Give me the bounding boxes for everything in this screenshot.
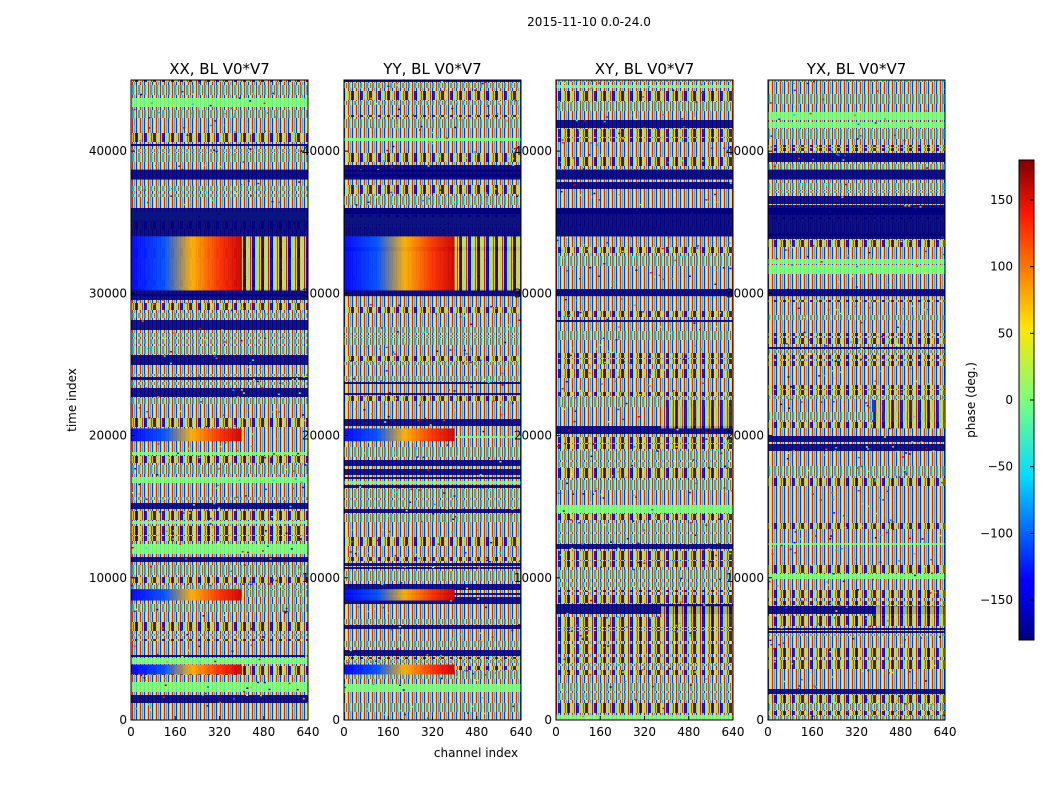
y-tick-label: 30000: [302, 286, 340, 300]
x-tick-label: 640: [722, 725, 745, 739]
panel-2: XY, BL V0*V7 0 160 320 480 640 0 10000 20000 3000…: [514, 60, 745, 739]
x-tick-label: 640: [510, 725, 533, 739]
colorbar-tick-label: 0: [1005, 393, 1013, 407]
y-tick-label: 10000: [514, 571, 552, 585]
x-tick-label: 640: [934, 725, 957, 739]
colorbar-tick-label: −50: [988, 460, 1013, 474]
x-tick-label: 640: [297, 725, 320, 739]
y-tick-label: 30000: [726, 286, 764, 300]
panel-title: XX, BL V0*V7: [169, 60, 270, 78]
heatmap-image: [131, 80, 308, 720]
y-tick-label: 0: [119, 713, 127, 727]
heatmap-image: [556, 80, 733, 720]
x-tick-label: 0: [127, 725, 135, 739]
figure-title: 2015-11-10 0.0-24.0: [527, 15, 651, 29]
panel-title: YX, BL V0*V7: [806, 60, 907, 78]
colorbar: 150 100 50 0 −50 −100 −150 phase (deg.): [964, 159, 1035, 641]
y-tick-label: 20000: [302, 429, 340, 443]
panel-3: YX, BL V0*V7 0 160 320 480 640 0 10000 20000 3000…: [726, 60, 957, 739]
y-tick-label: 40000: [514, 144, 552, 158]
y-tick-label: 0: [332, 713, 340, 727]
colorbar-tick-label: 150: [990, 193, 1013, 207]
y-axis-label: time index: [65, 368, 79, 432]
colorbar-label: phase (deg.): [964, 362, 978, 438]
heatmap-image: [768, 80, 945, 720]
y-tick-label: 0: [544, 713, 552, 727]
x-tick-label: 480: [252, 725, 275, 739]
y-tick-label: 0: [756, 713, 764, 727]
x-tick-label: 160: [377, 725, 400, 739]
colorbar-tick-label: −150: [980, 593, 1013, 607]
x-axis-label: channel index: [434, 746, 518, 760]
y-tick-label: 30000: [514, 286, 552, 300]
x-tick-label: 0: [764, 725, 772, 739]
x-tick-label: 160: [801, 725, 824, 739]
y-tick-label: 10000: [302, 571, 340, 585]
y-tick-label: 40000: [302, 144, 340, 158]
panel-title: XY, BL V0*V7: [595, 60, 695, 78]
y-tick-label: 40000: [89, 144, 127, 158]
panel-title: YY, BL V0*V7: [382, 60, 481, 78]
x-tick-label: 160: [589, 725, 612, 739]
y-tick-label: 20000: [514, 429, 552, 443]
colorbar-tick-label: 100: [990, 260, 1013, 274]
x-tick-label: 320: [208, 725, 231, 739]
x-tick-label: 480: [677, 725, 700, 739]
x-tick-label: 480: [889, 725, 912, 739]
y-tick-label: 30000: [89, 286, 127, 300]
x-tick-label: 320: [845, 725, 868, 739]
y-tick-label: 40000: [726, 144, 764, 158]
y-tick-label: 20000: [726, 429, 764, 443]
y-tick-label: 10000: [726, 571, 764, 585]
x-tick-label: 480: [465, 725, 488, 739]
colorbar-tick-label: 50: [998, 326, 1013, 340]
y-tick-label: 10000: [89, 571, 127, 585]
x-tick-label: 0: [552, 725, 560, 739]
x-tick-label: 0: [340, 725, 348, 739]
colorbar-tick-label: −100: [980, 526, 1013, 540]
heatmap-image: [344, 80, 521, 720]
x-tick-label: 160: [164, 725, 187, 739]
y-tick-label: 20000: [89, 429, 127, 443]
x-tick-label: 320: [633, 725, 656, 739]
x-tick-label: 320: [421, 725, 444, 739]
panel-1: YY, BL V0*V7 0 160 320 480 640 0 10000 20000 3000…: [302, 60, 533, 739]
panel-0: XX, BL V0*V7 0 160 320 480 640 0 10000 20000 3000…: [89, 60, 320, 739]
